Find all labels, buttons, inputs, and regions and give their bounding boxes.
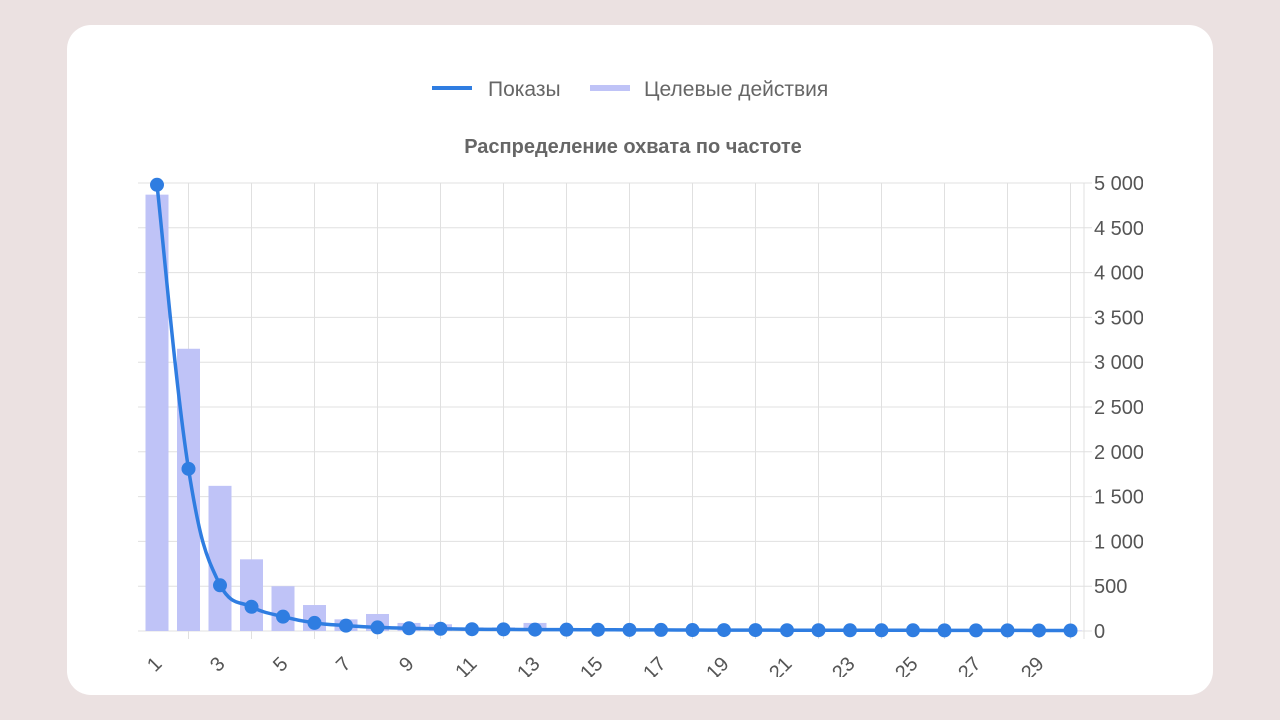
point-pokazy-13[interactable] [528,622,542,637]
point-pokazy-30[interactable] [1063,623,1078,638]
y-tick-label: 3 500 [1094,307,1143,329]
bar-target-actions-5[interactable] [271,586,295,631]
x-tick-label: 5 [269,653,292,676]
bar-target-actions-1[interactable] [145,194,169,631]
point-pokazy-28[interactable] [1000,623,1015,638]
point-pokazy-23[interactable] [843,623,857,638]
y-tick-label: 0 [1094,621,1105,643]
x-tick-label: 29 [1017,653,1048,677]
y-tick-label: 4 500 [1094,218,1143,240]
line-pokazy [155,184,1071,633]
x-tick-label: 21 [765,653,796,677]
chart-title: Распределение охвата по частоте [464,136,802,158]
legend-label-pokazy[interactable]: Показы [488,78,561,101]
x-tick-label: 19 [702,653,733,677]
y-tick-label: 4 000 [1094,263,1143,285]
bar-target-actions-3[interactable] [208,485,232,631]
x-axis-ticks: 1 3 5 7 9 11 13 15 17 19 21 23 25 27 29 [143,653,1048,677]
y-tick-label: 1 500 [1094,487,1143,509]
point-pokazy-11[interactable] [465,622,479,637]
x-tick-label: 27 [954,653,985,677]
chart-svg: Показы Целевые действия Распределение ох… [138,78,1143,677]
x-tick-label: 23 [828,653,859,677]
x-tick-label: 1 [143,653,166,676]
point-pokazy-4[interactable] [244,599,259,614]
x-tick-label: 3 [206,653,229,676]
y-tick-label: 500 [1094,576,1127,598]
point-pokazy-29[interactable] [1032,623,1046,638]
y-tick-label: 3 000 [1094,352,1143,374]
line-series [150,177,1078,638]
x-tick-label: 15 [576,653,607,677]
point-pokazy-3[interactable] [213,578,227,593]
point-pokazy-10[interactable] [433,621,448,636]
point-pokazy-1[interactable] [150,177,164,192]
point-pokazy-9[interactable] [402,621,416,636]
point-pokazy-24[interactable] [874,623,889,638]
point-pokazy-8[interactable] [370,620,385,635]
point-pokazy-20[interactable] [748,623,763,638]
point-pokazy-6[interactable] [307,615,322,630]
y-tick-label: 2 000 [1094,442,1143,464]
bar-series [145,194,1082,631]
x-tick-label: 25 [891,653,922,677]
legend: Показы Целевые действия [432,78,828,101]
legend-label-target-actions[interactable]: Целевые действия [644,78,828,101]
point-pokazy-15[interactable] [591,622,605,637]
point-pokazy-25[interactable] [906,623,920,638]
point-pokazy-26[interactable] [937,623,952,638]
point-pokazy-7[interactable] [339,618,353,633]
y-axis-ticks: 0 500 1 000 1 500 2 000 2 500 3 000 3 500 4 000 4… [1094,173,1143,643]
point-pokazy-5[interactable] [276,609,290,624]
x-tick-label: 7 [332,653,355,676]
x-tick-label: 11 [451,653,481,677]
y-tick-label: 1 000 [1094,531,1143,553]
point-pokazy-2[interactable] [181,461,196,476]
bar-target-actions-2[interactable] [177,348,200,631]
grid [138,182,1092,639]
point-pokazy-22[interactable] [811,623,826,638]
y-tick-label: 5 000 [1094,173,1143,195]
x-tick-label: 13 [513,653,544,677]
point-pokazy-18[interactable] [685,623,700,638]
x-tick-label: 17 [639,653,670,677]
y-tick-label: 2 500 [1094,397,1143,419]
chart-area: Показы Целевые действия Распределение ох… [138,45,1143,677]
point-pokazy-21[interactable] [780,623,794,638]
x-tick-label: 9 [395,653,418,676]
point-pokazy-19[interactable] [717,623,731,638]
point-pokazy-27[interactable] [969,623,983,638]
point-pokazy-17[interactable] [654,622,668,637]
point-pokazy-16[interactable] [622,622,637,637]
chart-card: Показы Целевые действия Распределение ох… [67,25,1213,695]
bar-target-actions-4[interactable] [240,559,263,631]
point-pokazy-12[interactable] [496,622,511,637]
point-pokazy-14[interactable] [559,622,574,637]
